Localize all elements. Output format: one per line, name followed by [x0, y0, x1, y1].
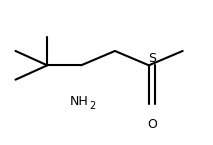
Text: O: O [147, 118, 157, 131]
Text: 2: 2 [90, 101, 96, 111]
Text: S: S [148, 52, 156, 65]
Text: NH: NH [70, 95, 88, 108]
